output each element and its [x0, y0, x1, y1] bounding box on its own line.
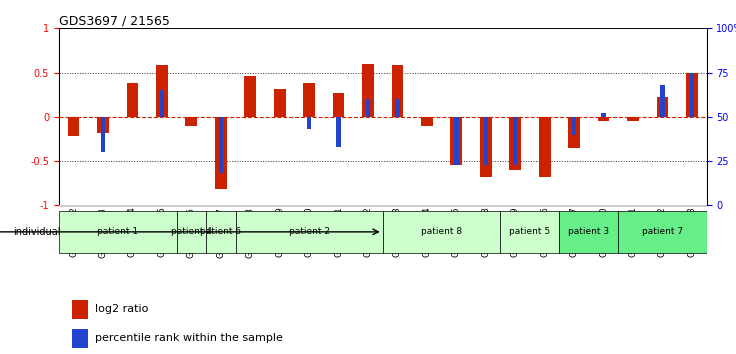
Bar — [484, 117, 488, 165]
Text: patient 8: patient 8 — [421, 227, 462, 236]
Bar — [274, 88, 286, 117]
Bar — [395, 99, 400, 117]
Bar — [513, 117, 517, 165]
FancyBboxPatch shape — [383, 205, 412, 207]
Bar — [392, 65, 403, 117]
FancyBboxPatch shape — [442, 205, 471, 207]
FancyBboxPatch shape — [500, 211, 559, 253]
FancyBboxPatch shape — [177, 211, 206, 253]
Text: percentile rank within the sample: percentile rank within the sample — [94, 333, 283, 343]
FancyBboxPatch shape — [324, 205, 353, 207]
FancyBboxPatch shape — [59, 211, 177, 253]
Bar — [362, 64, 374, 117]
FancyBboxPatch shape — [236, 205, 265, 207]
FancyBboxPatch shape — [88, 205, 118, 207]
FancyBboxPatch shape — [118, 205, 147, 207]
Bar — [303, 83, 315, 117]
Bar — [601, 113, 606, 117]
Bar — [660, 85, 665, 117]
FancyBboxPatch shape — [677, 205, 707, 207]
FancyBboxPatch shape — [147, 205, 177, 207]
Bar — [127, 83, 138, 117]
Text: log2 ratio: log2 ratio — [94, 304, 148, 314]
Bar — [657, 97, 668, 117]
Bar — [97, 117, 109, 133]
Bar — [509, 117, 521, 170]
Bar — [336, 117, 341, 147]
FancyBboxPatch shape — [206, 211, 236, 253]
Bar — [421, 117, 433, 126]
FancyBboxPatch shape — [559, 211, 618, 253]
Bar — [598, 117, 609, 121]
Text: patient 3: patient 3 — [568, 227, 609, 236]
FancyBboxPatch shape — [206, 205, 236, 207]
Text: patient 2: patient 2 — [289, 227, 330, 236]
FancyBboxPatch shape — [589, 205, 618, 207]
Bar — [572, 117, 576, 135]
FancyBboxPatch shape — [59, 205, 88, 207]
Bar — [244, 76, 256, 117]
FancyBboxPatch shape — [177, 205, 206, 207]
FancyBboxPatch shape — [471, 205, 500, 207]
Bar — [366, 99, 370, 117]
FancyBboxPatch shape — [412, 205, 442, 207]
Text: patient 4: patient 4 — [171, 227, 212, 236]
Text: patient 1: patient 1 — [97, 227, 138, 236]
Bar — [156, 65, 168, 117]
Text: patient 7: patient 7 — [642, 227, 683, 236]
Text: individual: individual — [13, 227, 60, 237]
FancyBboxPatch shape — [648, 205, 677, 207]
Bar — [101, 117, 105, 152]
FancyBboxPatch shape — [294, 205, 324, 207]
Bar — [568, 117, 580, 148]
FancyBboxPatch shape — [383, 211, 500, 253]
Bar — [450, 117, 462, 166]
FancyBboxPatch shape — [618, 211, 707, 253]
Bar — [627, 117, 639, 121]
FancyBboxPatch shape — [265, 205, 294, 207]
Bar — [72, 300, 88, 319]
FancyBboxPatch shape — [236, 211, 383, 253]
Text: patient 6: patient 6 — [200, 227, 241, 236]
Bar — [160, 90, 164, 117]
FancyBboxPatch shape — [559, 205, 589, 207]
FancyBboxPatch shape — [353, 205, 383, 207]
Text: patient 5: patient 5 — [509, 227, 551, 236]
Bar — [307, 117, 311, 129]
Bar — [480, 117, 492, 177]
Bar — [690, 73, 694, 117]
Bar — [539, 117, 551, 177]
Bar — [333, 93, 344, 117]
FancyBboxPatch shape — [618, 205, 648, 207]
Bar — [686, 73, 698, 117]
Bar — [219, 117, 223, 173]
Bar — [68, 117, 79, 136]
FancyBboxPatch shape — [500, 205, 530, 207]
Bar — [72, 329, 88, 348]
Bar — [185, 117, 197, 126]
FancyBboxPatch shape — [530, 205, 559, 207]
Bar — [454, 117, 459, 165]
Text: GDS3697 / 21565: GDS3697 / 21565 — [59, 14, 170, 27]
Bar — [215, 117, 227, 189]
